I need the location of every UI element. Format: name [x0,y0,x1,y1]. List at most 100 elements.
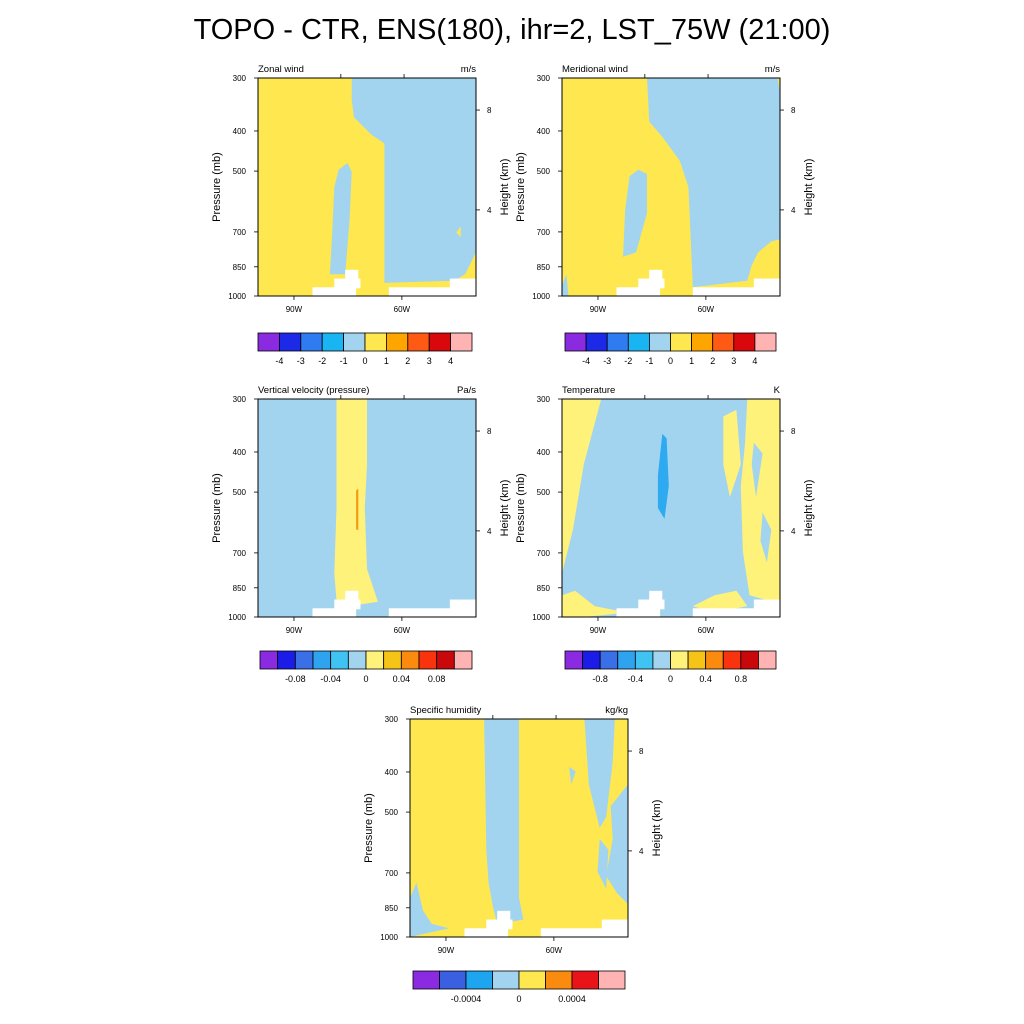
contour-region-8 [692,590,748,613]
pressure-tick-label: 500 [233,167,247,176]
y-axis-label-right: Height (km) [499,159,511,216]
colorbar-box [691,332,714,352]
contour-field [258,399,476,617]
colorbar-box [300,332,323,352]
colorbar-label: 2 [710,356,715,366]
lon-tick-label: 90W [590,626,607,635]
pressure-tick-label: 700 [233,549,247,558]
y-axis-label-left: Pressure (mb) [211,473,223,543]
terrain-block-4 [753,599,780,612]
colorbar-box [400,650,420,670]
pressure-tick-label: 400 [537,448,551,457]
panel-units: Pa/s [457,385,476,396]
colorbar-box [465,970,493,990]
colorbar-box [606,332,629,352]
terrain-block-0 [312,608,357,617]
colorbar-box [634,650,654,670]
panel-title: Vertical velocity (pressure) [258,385,369,396]
plot-frame [561,77,781,297]
colorbar-box [257,332,280,352]
lon-tick-label: 90W [438,946,455,955]
colorbar-box [428,332,452,352]
contour-region-4 [410,882,450,937]
plot-frame [257,77,477,297]
colorbar-label: -0.04 [320,674,341,684]
colorbar-box [649,332,671,352]
panel-zonal-wind: Zonal wind m/s 300 400 500 700 850 1000 8 4 90W 60W… [211,64,511,366]
colorbar-label: 0.8 [735,674,748,684]
terrain-block-3 [388,608,476,617]
y-axis-label-left: Pressure (mb) [515,473,527,543]
panel-units: K [774,385,781,396]
colorbar-box [670,332,693,352]
colorbar: -0.08 -0.04 0 0.04 0.08 [259,650,473,684]
colorbar-label: -0.4 [628,674,644,684]
colorbar-box [733,332,756,352]
height-tick-label: 8 [487,427,492,436]
colorbar-box [259,650,279,670]
colorbar-label: 0.4 [699,674,712,684]
panel-title: Specific humidity [410,705,482,716]
panel-title: Temperature [562,385,615,396]
panel-title: Meridional wind [562,64,628,75]
terrain-block-3 [540,928,628,937]
y-axis-label-right: Height (km) [803,480,815,537]
pressure-tick-label: 850 [233,263,247,272]
colorbar-box [564,650,583,670]
pressure-tick-label: 500 [385,808,399,817]
contour-region-2 [329,163,352,275]
contour-region-1 [484,719,524,924]
colorbar: -0.8 -0.4 0 0.4 0.8 [564,650,777,684]
pressure-tick-label: 400 [537,127,551,136]
pressure-tick-label: 700 [537,549,551,558]
pressure-tick-label: 400 [233,448,247,457]
height-tick-label: 8 [791,106,796,115]
colorbar: -0.0004 0 0.0004 [412,970,626,1004]
colorbar-label: -0.0004 [451,994,482,1004]
height-tick-label: 4 [791,206,796,215]
colorbar-box [312,650,332,670]
y-axis-label-left: Pressure (mb) [363,793,375,863]
height-tick-label: 4 [487,206,492,215]
pressure-tick-label: 700 [385,869,399,878]
colorbar-box [492,970,520,990]
contour-region-1 [351,78,476,283]
y-axis-label-left: Pressure (mb) [211,152,223,222]
colorbar-label: 3 [731,356,736,366]
panel-units: m/s [765,64,781,75]
lon-tick-label: 90W [590,305,607,314]
terrain-block-0 [312,287,357,296]
contour-field [410,719,628,937]
contour-region-6 [657,433,669,519]
pressure-tick-label: 1000 [532,613,550,622]
colorbar-label: 0.08 [428,674,446,684]
pressure-tick-label: 1000 [228,613,246,622]
terrain-block-4 [753,278,780,291]
colorbar-box [412,970,440,990]
pressure-tick-label: 300 [537,395,551,404]
colorbar-box [627,332,650,352]
colorbar-label: 4 [752,356,757,366]
colorbar-box [278,332,302,352]
colorbar-box [294,650,314,670]
terrain-block-3 [692,287,780,296]
colorbar-label: 1 [384,356,389,366]
terrain-block-4 [449,278,476,291]
panel-units: m/s [461,64,477,75]
colorbar-box [347,650,367,670]
colorbar-box [754,332,777,352]
panel-title: Zonal wind [258,64,304,75]
plot-frame [257,398,477,618]
colorbar-label: 0 [363,674,368,684]
pressure-tick-label: 300 [233,74,247,83]
lon-tick-label: 60W [394,626,411,635]
height-tick-label: 8 [791,427,796,436]
colorbar-box [383,650,402,670]
pressure-tick-label: 850 [385,904,399,913]
lon-tick-label: 90W [286,626,303,635]
y-axis-label-right: Height (km) [651,800,663,857]
colorbar-box [277,650,296,670]
contour-region-4 [456,226,461,238]
colorbar-label: 0 [668,356,673,366]
